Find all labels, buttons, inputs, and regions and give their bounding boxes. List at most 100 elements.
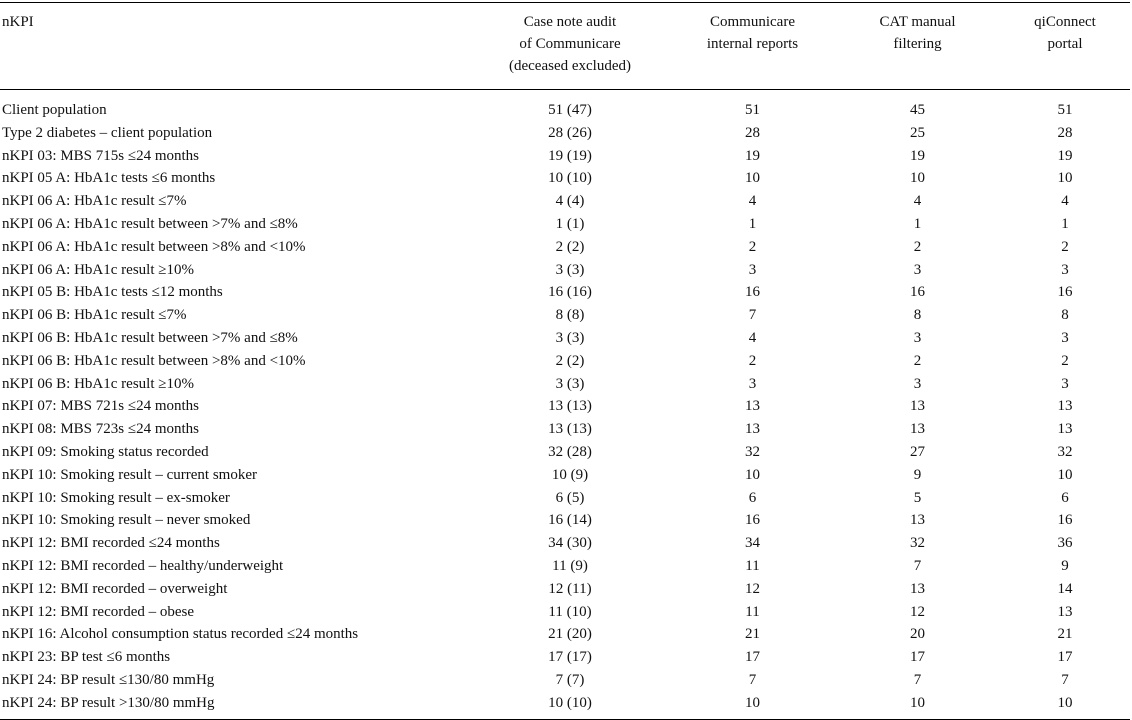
value-cell: 28 xyxy=(745,124,760,141)
value-cell: 10 xyxy=(745,170,760,187)
table-row: nKPI 07: MBS 721s ≤24 months 13 (13) 13 13 1… xyxy=(0,395,1130,418)
value-cell: 12 (11) xyxy=(548,580,592,597)
value-cell: 8 xyxy=(1061,307,1069,324)
value-cell: 10 xyxy=(1000,691,1130,720)
row-label-cell: nKPI 07: MBS 721s ≤24 months xyxy=(2,398,200,415)
table-row: Client population 51 (47) 51 45 51 xyxy=(0,90,1130,122)
row-label-cell: nKPI 23: BP test ≤6 months xyxy=(2,649,171,666)
table-row: nKPI 24: BP result ≤130/80 mmHg 7 (7) 7 7 7 xyxy=(0,669,1130,692)
value-cell: 2 xyxy=(748,352,757,369)
value-cell: 16 (16) xyxy=(548,284,592,301)
value-cell: 27 xyxy=(910,443,925,460)
value-cell: 4 xyxy=(748,329,757,346)
table-row: nKPI 06 A: HbA1c result ≥10% 3 (3) 3 3 3 xyxy=(0,259,1130,282)
value-cell: 11 (10) xyxy=(548,603,592,620)
value-cell: 3 xyxy=(1061,261,1069,278)
row-label-cell: nKPI 06 A: HbA1c result ≤7% xyxy=(2,193,187,210)
value-cell: 51 xyxy=(745,102,760,118)
row-label-cell: nKPI 10: Smoking result – ex-smoker xyxy=(2,489,230,506)
value-cell: 10 (9) xyxy=(551,466,589,483)
value-cell: 2 (2) xyxy=(555,352,585,369)
value-cell: 13 xyxy=(745,421,760,438)
value-cell: 19 xyxy=(1057,147,1073,164)
row-label-cell: nKPI 10: Smoking result – never smoked xyxy=(2,512,251,529)
value-cell: 6 (5) xyxy=(555,489,585,506)
value-cell: 3 (3) xyxy=(555,329,585,346)
value-cell: 17 xyxy=(745,649,760,666)
value-cell: 10 xyxy=(1057,466,1073,483)
value-cell: 13 (13) xyxy=(548,398,592,415)
row-label-cell: Client population xyxy=(2,102,107,118)
value-cell: 51 xyxy=(1057,102,1073,118)
table-row: Type 2 diabetes – client population 28 (2… xyxy=(0,122,1130,145)
value-cell: 3 xyxy=(913,261,922,278)
value-cell: 28 xyxy=(1057,124,1073,141)
column-header-1: Case note audit of Communicare (deceased e… xyxy=(470,2,670,90)
value-cell: 8 (8) xyxy=(555,307,585,324)
row-label-cell: nKPI 06 B: HbA1c result between >8% and … xyxy=(2,352,306,369)
row-label-cell: nKPI 06 B: HbA1c result ≥10% xyxy=(2,375,194,392)
value-cell: 19 xyxy=(910,147,925,164)
column-header-3: CAT manual filtering xyxy=(835,2,1000,90)
value-cell: 20 xyxy=(910,626,925,643)
value-cell: 11 xyxy=(745,557,760,574)
value-cell: 7 xyxy=(748,307,757,324)
table-row: nKPI 05 B: HbA1c tests ≤12 months 16 (16)… xyxy=(0,281,1130,304)
table-row: nKPI 06 B: HbA1c result between >7% and … xyxy=(0,327,1130,350)
value-cell: 13 xyxy=(910,421,925,438)
value-cell: 10 (10) xyxy=(548,170,592,187)
value-cell: 2 xyxy=(913,352,922,369)
column-header-line: CAT manual xyxy=(879,14,956,30)
value-cell: 12 xyxy=(910,603,925,620)
value-cell: 8 xyxy=(913,307,922,324)
column-header-0: nKPI xyxy=(0,2,470,90)
value-cell: 25 xyxy=(910,124,925,141)
value-cell: 2 xyxy=(1061,352,1069,369)
column-header-line: of Communicare xyxy=(519,36,621,52)
table-row: nKPI 16: Alcohol consumption status reco… xyxy=(0,623,1130,646)
value-cell: 6 xyxy=(748,489,757,506)
value-cell: 10 xyxy=(745,466,760,483)
column-header-line: Communicare xyxy=(710,14,795,30)
value-cell: 5 xyxy=(913,489,922,506)
row-label-cell: nKPI 09: Smoking status recorded xyxy=(2,443,209,460)
value-cell: 32 xyxy=(910,535,925,552)
value-cell: 13 (13) xyxy=(548,421,592,438)
column-header-line: (deceased excluded) xyxy=(508,58,631,74)
table-row: nKPI 06 B: HbA1c result ≥10% 3 (3) 3 3 3 xyxy=(0,373,1130,396)
row-label-cell: nKPI 12: BMI recorded – obese xyxy=(2,603,195,620)
value-cell: 17 (17) xyxy=(548,649,592,666)
row-label-cell: nKPI 16: Alcohol consumption status reco… xyxy=(2,626,359,643)
row-label-cell: nKPI 06 A: HbA1c result ≥10% xyxy=(2,261,194,278)
value-cell: 13 xyxy=(1057,398,1073,415)
value-cell: 13 xyxy=(1057,603,1073,620)
value-cell: 1 xyxy=(1061,215,1069,232)
value-cell: 45 xyxy=(910,102,925,118)
table-row: nKPI 06 A: HbA1c result between >7% and … xyxy=(0,213,1130,236)
table-row: nKPI 06 B: HbA1c result between >8% and … xyxy=(0,350,1130,373)
column-header-line: internal reports xyxy=(706,36,799,52)
value-cell: 13 xyxy=(910,512,925,529)
value-cell: 17 xyxy=(910,649,925,666)
value-cell: 10 xyxy=(670,691,835,720)
value-cell: 11 (9) xyxy=(552,557,588,574)
value-cell: 36 xyxy=(1057,535,1073,552)
row-label-cell: nKPI 12: BMI recorded – healthy/underwei… xyxy=(2,557,284,574)
value-cell: 3 xyxy=(913,375,922,392)
value-cell: 13 xyxy=(1057,421,1073,438)
value-cell: 7 xyxy=(1061,671,1069,688)
table-row: nKPI 05 A: HbA1c tests ≤6 months 10 (10) 1… xyxy=(0,167,1130,190)
row-label-cell: nKPI 05 B: HbA1c tests ≤12 months xyxy=(2,284,223,301)
value-cell: 16 xyxy=(910,284,925,301)
table-row: nKPI 03: MBS 715s ≤24 months 19 (19) 19 19 1… xyxy=(0,145,1130,168)
column-header-line: portal xyxy=(1047,36,1083,52)
table-body: Client population 51 (47) 51 45 51 Type 2 dia… xyxy=(0,90,1130,720)
value-cell: 7 xyxy=(748,671,757,688)
table-row: nKPI 10: Smoking result – never smoked 16… xyxy=(0,509,1130,532)
table-row: nKPI 06 A: HbA1c result between >8% and … xyxy=(0,236,1130,259)
column-header-4: qiConnect portal xyxy=(1000,2,1130,90)
value-cell: 16 xyxy=(745,284,760,301)
value-cell: 9 xyxy=(1061,557,1069,574)
table-row: nKPI 12: BMI recorded – healthy/underwei… xyxy=(0,555,1130,578)
